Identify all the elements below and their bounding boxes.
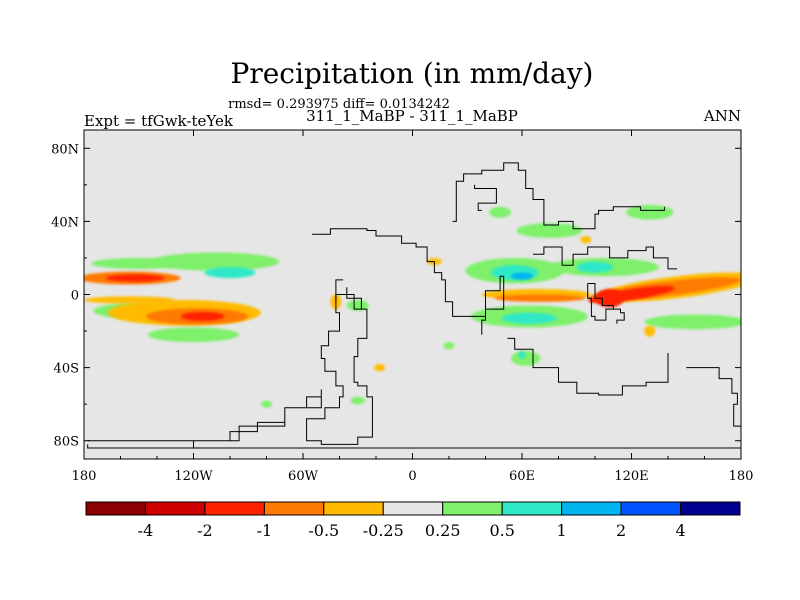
coastline-3 xyxy=(306,279,373,445)
anomaly-region-33 xyxy=(518,351,526,359)
x-tick-label-1: 120W xyxy=(174,469,213,484)
chart-subtitle: 311_1_MaBP - 311_1_MaBP xyxy=(306,107,518,125)
y-tick-label-3: 40S xyxy=(54,362,79,377)
y-tick-label-1: 40N xyxy=(51,215,79,230)
legend-label-8: 2 xyxy=(616,521,626,540)
anomaly-region-32 xyxy=(511,351,541,366)
anomaly-region-1 xyxy=(105,274,165,282)
x-axis: 180 120W 60W 0 60E 120E 180 xyxy=(72,130,754,484)
legend-swatch-7 xyxy=(501,501,563,516)
legend-swatch-2 xyxy=(204,501,265,516)
x-tick-label-5: 120E xyxy=(614,469,648,484)
legend-label-5: 0.25 xyxy=(425,521,461,540)
x-tick-label-4: 60E xyxy=(509,469,535,484)
anomaly-region-35 xyxy=(644,325,656,337)
anomaly-region-37 xyxy=(350,396,366,405)
legend-swatch-8 xyxy=(561,501,622,516)
coastline-10 xyxy=(507,337,669,396)
legend-swatch-6 xyxy=(442,501,503,516)
x-tick-label-3: 0 xyxy=(408,469,416,484)
anomaly-region-12 xyxy=(346,299,369,311)
anomaly-region-8 xyxy=(180,311,225,322)
y-tick-label-0: 80N xyxy=(51,142,79,157)
anomaly-region-20 xyxy=(516,223,583,238)
anomaly-region-21 xyxy=(626,204,674,220)
legend-label-3: -0.5 xyxy=(308,521,339,540)
experiment-label: Expt = tfGwk-teYek xyxy=(84,112,234,130)
legend-swatch-4 xyxy=(323,501,384,516)
legend-swatch-1 xyxy=(144,501,206,516)
x-tick-label-0: 180 xyxy=(72,469,97,484)
anomaly-region-4 xyxy=(204,267,256,279)
coastline-1 xyxy=(87,389,322,448)
anomaly-region-31 xyxy=(644,314,741,330)
legend-label-7: 1 xyxy=(557,521,567,540)
y-tick-label-4: 80S xyxy=(54,435,79,450)
anomaly-region-9 xyxy=(147,327,240,343)
legend-swatch-0 xyxy=(85,501,146,516)
x-tick-label-6: 180 xyxy=(729,469,754,484)
coastline-7 xyxy=(533,246,678,270)
stats-line: rmsd= 0.293975 diff= 0.0134242 xyxy=(228,97,450,112)
anomaly-region-26 xyxy=(501,312,557,324)
coastlines xyxy=(87,162,741,449)
y-axis: 80N 40N 0 40S 80S xyxy=(51,142,741,450)
chart-title: Precipitation (in mm/day) xyxy=(231,57,594,90)
plot-area xyxy=(83,129,742,460)
anomaly-region-38 xyxy=(580,236,592,244)
legend-swatch-10 xyxy=(680,501,741,516)
legend-label-6: 0.5 xyxy=(489,521,514,540)
coastline-5 xyxy=(452,162,665,230)
anomaly-region-19 xyxy=(576,261,614,273)
coastline-11 xyxy=(686,367,741,438)
season-label: ANN xyxy=(703,107,741,125)
coastline-9 xyxy=(613,308,625,324)
legend-label-2: -1 xyxy=(257,521,273,540)
anomaly-region-24 xyxy=(494,294,586,302)
anomaly-region-36 xyxy=(261,400,272,408)
y-tick-label-2: 0 xyxy=(71,289,79,304)
anomaly-region-10 xyxy=(84,296,176,304)
anomaly-region-3 xyxy=(151,252,280,271)
legend-swatch-5 xyxy=(382,501,444,516)
coastline-6 xyxy=(474,184,497,211)
anomaly-region-13 xyxy=(374,363,386,372)
legend-label-1: -2 xyxy=(197,521,213,540)
color-legend: -4 -2 -1 -0.5 -0.25 0.25 0.5 1 2 4 xyxy=(85,501,741,540)
legend-swatch-9 xyxy=(620,501,682,516)
coastline-0 xyxy=(87,444,741,449)
legend-swatch-3 xyxy=(263,501,325,516)
coastline-8 xyxy=(587,283,614,321)
legend-label-4: -0.25 xyxy=(363,521,404,540)
legend-label-0: -4 xyxy=(138,521,154,540)
anomaly-region-17 xyxy=(511,272,533,280)
coastline-4 xyxy=(335,294,362,310)
coastline-2 xyxy=(312,228,505,335)
x-tick-label-2: 60W xyxy=(288,469,319,484)
anomaly-region-34 xyxy=(443,342,455,350)
legend-label-9: 4 xyxy=(675,521,685,540)
anomaly-field xyxy=(84,204,741,408)
anomaly-region-22 xyxy=(489,206,512,218)
